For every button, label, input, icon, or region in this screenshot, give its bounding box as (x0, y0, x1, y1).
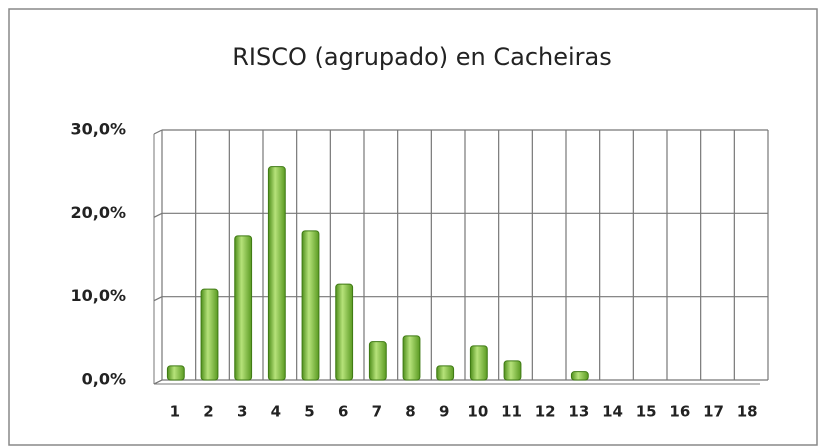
bar (570, 371, 589, 381)
y-tick-label: 0,0% (82, 370, 126, 389)
x-tick-label: 11 (501, 403, 522, 421)
grid-line (153, 129, 163, 135)
x-tick-label: 4 (271, 403, 281, 421)
x-tick-label: 12 (535, 403, 556, 421)
bar (200, 288, 219, 381)
x-tick-label: 6 (338, 403, 348, 421)
grid-line (153, 212, 163, 218)
x-tick-label: 2 (203, 403, 213, 421)
bar (301, 230, 320, 381)
grid-line (153, 296, 163, 302)
bar (469, 345, 488, 381)
bar (234, 235, 253, 381)
x-tick-label: 8 (405, 403, 415, 421)
y-tick-label: 10,0% (70, 286, 126, 305)
y-tick-label: 30,0% (70, 120, 126, 139)
grid-line (153, 379, 163, 385)
x-tick-label: 13 (568, 403, 589, 421)
bar (368, 341, 387, 381)
y-tick-label: 20,0% (70, 203, 126, 222)
bar (402, 335, 421, 381)
chart-title: RISCO (agrupado) en Cacheiras (232, 43, 612, 71)
bar (267, 166, 286, 381)
x-tick-label: 15 (636, 403, 657, 421)
x-tick-label: 17 (703, 403, 724, 421)
bar (436, 365, 455, 381)
x-tick-label: 14 (602, 403, 623, 421)
x-tick-label: 1 (170, 403, 180, 421)
x-tick-label: 18 (737, 403, 758, 421)
bar (166, 365, 185, 381)
bar (503, 360, 522, 381)
x-tick-label: 3 (237, 403, 247, 421)
x-tick-label: 5 (304, 403, 314, 421)
x-tick-label: 10 (467, 403, 488, 421)
x-tick-label: 7 (372, 403, 382, 421)
x-tick-label: 16 (669, 403, 690, 421)
bar (335, 283, 354, 381)
x-tick-label: 9 (439, 403, 449, 421)
